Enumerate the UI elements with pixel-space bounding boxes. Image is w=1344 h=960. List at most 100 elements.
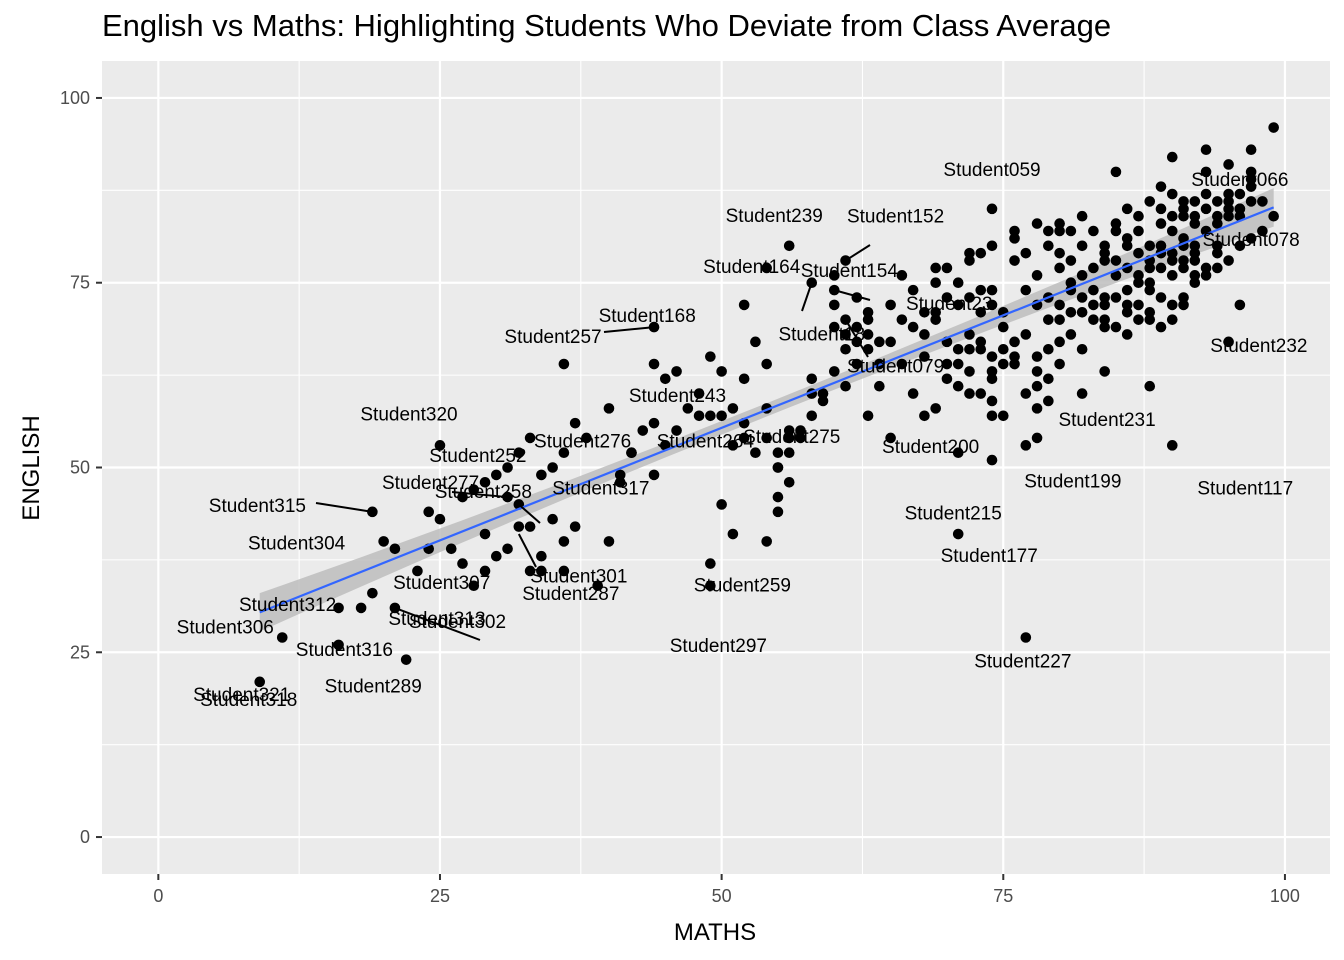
- data-point: [1166, 440, 1178, 451]
- data-point: [491, 550, 502, 562]
- data-point: [1076, 240, 1088, 252]
- data-point: [1031, 218, 1043, 229]
- data-point: [1245, 144, 1257, 155]
- data-point: [254, 676, 266, 688]
- point-label: Student307: [393, 573, 490, 594]
- data-point: [975, 343, 987, 355]
- point-label: Student231: [1058, 410, 1155, 431]
- data-point: [1031, 432, 1043, 444]
- data-point: [1076, 292, 1088, 303]
- data-point: [885, 432, 896, 444]
- axes: 0 25 50 75 100 0 25 50 75 100: [60, 88, 1300, 906]
- data-point: [919, 306, 930, 318]
- data-point: [1189, 270, 1201, 281]
- data-point: [738, 373, 750, 385]
- data-point: [828, 321, 840, 333]
- data-point: [986, 284, 998, 296]
- data-point: [660, 440, 671, 451]
- data-point: [1099, 247, 1110, 259]
- data-point: [986, 373, 998, 385]
- data-point: [1121, 233, 1133, 244]
- data-point: [1223, 196, 1234, 207]
- data-point: [671, 366, 682, 377]
- data-point: [1200, 203, 1212, 215]
- data-point: [862, 314, 874, 325]
- data-point: [727, 440, 739, 451]
- data-point: [705, 558, 716, 569]
- data-point: [1133, 299, 1144, 311]
- data-point: [1268, 122, 1279, 133]
- data-point: [423, 506, 435, 518]
- data-point: [1088, 299, 1099, 311]
- data-point: [772, 491, 784, 503]
- data-point: [1212, 196, 1223, 207]
- data-point: [1223, 203, 1234, 215]
- data-point: [412, 565, 423, 577]
- data-point: [479, 565, 491, 577]
- data-point: [997, 343, 1009, 355]
- data-point: [1099, 366, 1110, 377]
- data-point: [986, 299, 998, 311]
- point-label: Student23: [906, 294, 993, 315]
- data-point: [919, 410, 930, 422]
- data-point: [1178, 255, 1189, 266]
- data-point: [1076, 343, 1088, 355]
- data-point: [1088, 262, 1099, 274]
- data-point: [1009, 225, 1020, 237]
- data-point: [1054, 336, 1065, 348]
- x-tick-label: 0: [153, 886, 163, 906]
- data-point: [1099, 314, 1110, 325]
- data-point: [1065, 255, 1077, 266]
- data-point: [885, 336, 896, 348]
- data-point: [1099, 255, 1110, 266]
- data-point: [716, 499, 727, 510]
- label-leader-line: [844, 319, 869, 358]
- data-point: [434, 440, 446, 451]
- data-point: [705, 410, 716, 422]
- data-point: [1054, 299, 1065, 311]
- data-point: [1020, 388, 1032, 399]
- data-point: [828, 366, 840, 377]
- data-point: [941, 262, 953, 274]
- data-point: [569, 521, 581, 532]
- data-point: [1212, 240, 1223, 252]
- data-point: [1110, 292, 1122, 303]
- label-leader-line: [394, 606, 481, 641]
- x-tick-label: 75: [993, 886, 1013, 906]
- data-point: [1133, 270, 1144, 281]
- data-point: [1009, 358, 1020, 370]
- data-point: [1054, 314, 1065, 325]
- point-label: Student066: [1191, 170, 1288, 191]
- data-point: [581, 432, 592, 444]
- data-point: [1121, 329, 1133, 340]
- point-label: Student306: [177, 617, 274, 638]
- point-label: Student168: [599, 306, 696, 327]
- data-point: [457, 558, 468, 569]
- point-label: Student264: [657, 431, 755, 452]
- data-point: [558, 536, 570, 547]
- data-point: [1178, 299, 1189, 311]
- data-point: [1155, 240, 1167, 252]
- point-label: Student277: [382, 473, 479, 494]
- data-point: [1043, 225, 1054, 237]
- data-point: [1166, 270, 1178, 281]
- data-point: [817, 395, 829, 407]
- point-label: Student177: [941, 546, 1038, 567]
- data-point: [614, 469, 626, 481]
- data-point: [648, 469, 660, 481]
- data-point: [558, 358, 570, 370]
- data-point: [445, 543, 457, 555]
- data-point: [1155, 321, 1167, 333]
- point-label: Student317: [552, 478, 649, 499]
- data-point: [1166, 210, 1178, 222]
- data-point: [1031, 270, 1043, 281]
- data-point: [1110, 166, 1122, 178]
- data-point: [434, 513, 446, 525]
- data-point: [1223, 336, 1234, 348]
- label-leader-line: [845, 244, 871, 262]
- data-point: [1133, 314, 1144, 325]
- point-label: Student276: [534, 432, 631, 453]
- data-point: [1020, 632, 1032, 643]
- data-point: [919, 351, 930, 362]
- data-point: [975, 388, 987, 399]
